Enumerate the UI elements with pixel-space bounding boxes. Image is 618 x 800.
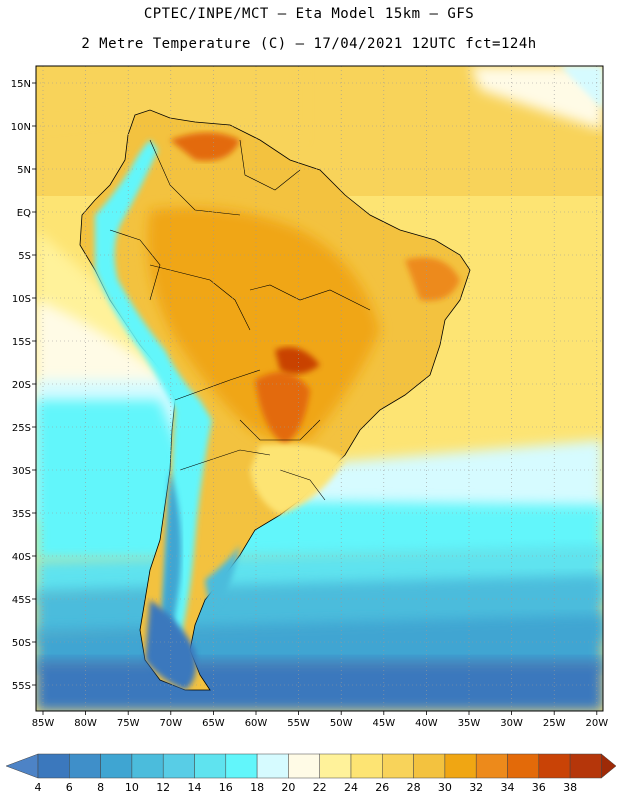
lon-label: 65W xyxy=(202,718,225,729)
lat-label: 15S xyxy=(12,337,31,348)
lat-label: 45S xyxy=(12,595,31,606)
colorbar-label: 26 xyxy=(375,781,389,794)
colorbar-swatch xyxy=(413,753,446,779)
lat-label: 50S xyxy=(12,638,31,649)
lon-label: 50W xyxy=(330,718,353,729)
colorbar-swatch xyxy=(507,753,540,779)
caribbean-warm xyxy=(36,66,300,140)
lat-label: 40S xyxy=(12,552,31,563)
colorbar-label: 22 xyxy=(313,781,327,794)
colorbar-swatch xyxy=(37,753,70,779)
colorbar-swatch xyxy=(225,753,258,779)
lon-label: 35W xyxy=(458,718,481,729)
colorbar-swatch xyxy=(69,753,101,779)
colorbar-label: 28 xyxy=(407,781,421,794)
colorbar-swatch xyxy=(319,753,352,779)
graticule xyxy=(36,66,603,711)
lon-label: 55W xyxy=(287,718,310,729)
colorbar-label: 12 xyxy=(156,781,170,794)
lon-label: 85W xyxy=(32,718,55,729)
lon-label: 60W xyxy=(245,718,268,729)
andes-cold xyxy=(95,140,212,640)
map-field xyxy=(36,66,603,711)
colorbar-label: 16 xyxy=(219,781,233,794)
lon-label: 45W xyxy=(372,718,395,729)
lat-label: 10S xyxy=(12,294,31,305)
country-borders xyxy=(109,139,371,501)
colorbar-swatch xyxy=(131,753,164,779)
colorbar-swatch xyxy=(538,753,571,779)
lon-label: 30W xyxy=(500,718,523,729)
lat-label: 25S xyxy=(12,423,31,434)
colorbar-label: 32 xyxy=(469,781,483,794)
colorbar-swatch xyxy=(100,753,133,779)
patagonia-cold xyxy=(145,600,197,690)
lon-label: 70W xyxy=(159,718,182,729)
lon-label: 20W xyxy=(585,718,608,729)
colorbar-label: 38 xyxy=(563,781,577,794)
latitude-labels: 15N 10N 5N EQ 5S 10S 15S 20S 25S 30S 35S 40S 45S 50S 5… xyxy=(11,79,36,692)
ocean-corner-cool xyxy=(560,66,603,110)
lat-label: 10N xyxy=(11,122,31,133)
interior-hot xyxy=(147,207,380,443)
map-frame xyxy=(35,65,604,712)
colorbar-swatch xyxy=(444,753,477,779)
patagonia-east xyxy=(205,545,240,610)
colorbar-label: 6 xyxy=(66,781,73,794)
colorbar-label: 10 xyxy=(125,781,139,794)
colorbar-label: 18 xyxy=(250,781,264,794)
lon-label: 25W xyxy=(543,718,566,729)
ocean-band-cold xyxy=(36,660,603,711)
colorbar-min-arrow xyxy=(5,753,39,779)
lat-label: 5N xyxy=(17,165,31,176)
colorbar-label: 24 xyxy=(344,781,358,794)
hotspot-northeast-brazil xyxy=(405,257,460,301)
colorbar-label: 4 xyxy=(35,781,42,794)
colorbar-swatch xyxy=(569,753,602,779)
colorbar-label: 30 xyxy=(438,781,452,794)
colorbar-label: 36 xyxy=(532,781,546,794)
lat-label: EQ xyxy=(17,208,31,219)
colorbar-swatch xyxy=(162,753,195,779)
lat-label: 5S xyxy=(18,251,31,262)
colorbar-swatch xyxy=(288,753,320,779)
hotspot-venezuela xyxy=(170,132,240,161)
lon-label: 40W xyxy=(415,718,438,729)
colorbar-swatch xyxy=(256,753,289,779)
lon-label: 80W xyxy=(74,718,97,729)
colorbar-label: 14 xyxy=(188,781,202,794)
lat-label: 15N xyxy=(11,79,31,90)
title-line-1: CPTEC/INPE/MCT – Eta Model 15km – GFS xyxy=(143,6,475,22)
lat-label: 30S xyxy=(12,466,31,477)
lon-label: 75W xyxy=(117,718,140,729)
colorbar-swatch xyxy=(475,753,508,779)
lat-label: 35S xyxy=(12,509,31,520)
colorbar-max-arrow xyxy=(601,753,617,779)
colorbar-swatch xyxy=(382,753,414,779)
south-mild xyxy=(250,444,345,515)
hotspot-pantanal xyxy=(275,347,320,374)
colorbar-swatch xyxy=(194,753,227,779)
lat-label: 20S xyxy=(12,380,31,391)
longitude-labels: 85W 80W 75W 70W 65W 60W 55W 50W 45W 40W 35W 30W 25W 2… xyxy=(32,711,608,729)
lat-label: 55S xyxy=(12,681,31,692)
colorbar-label: 8 xyxy=(97,781,104,794)
ocean-north-atlantic-cool xyxy=(470,66,603,130)
colorbar-swatch xyxy=(350,753,383,779)
title-line-2: 2 Metre Temperature (C) – 17/04/2021 12U… xyxy=(81,36,537,52)
colorbar: 4 6 8 10 12 14 16 18 20 22 24 26 28 30 32 34 36 38 xyxy=(5,753,617,794)
colorbar-label: 20 xyxy=(281,781,295,794)
colorbar-label: 34 xyxy=(501,781,515,794)
